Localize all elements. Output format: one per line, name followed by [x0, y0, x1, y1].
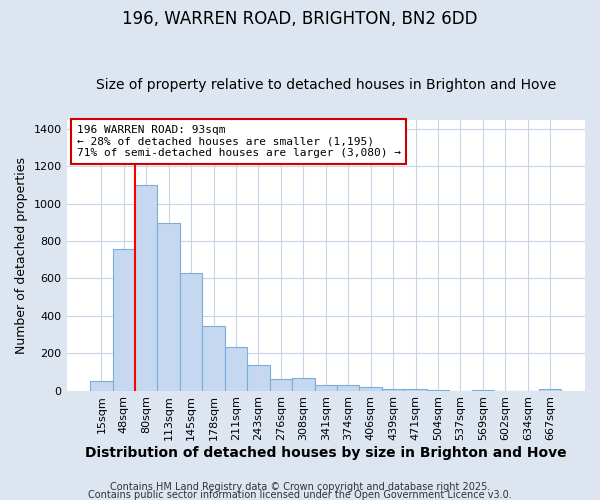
Text: 196, WARREN ROAD, BRIGHTON, BN2 6DD: 196, WARREN ROAD, BRIGHTON, BN2 6DD: [122, 10, 478, 28]
Bar: [180, 273, 202, 390]
Title: Size of property relative to detached houses in Brighton and Hove: Size of property relative to detached ho…: [95, 78, 556, 92]
Bar: [314, 384, 337, 390]
Bar: [539, 389, 562, 390]
Bar: [404, 389, 427, 390]
X-axis label: Distribution of detached houses by size in Brighton and Hove: Distribution of detached houses by size …: [85, 446, 566, 460]
Bar: [247, 366, 269, 390]
Bar: [135, 185, 157, 390]
Y-axis label: Number of detached properties: Number of detached properties: [15, 156, 28, 354]
Bar: [292, 378, 314, 390]
Bar: [225, 347, 247, 391]
Bar: [382, 388, 404, 390]
Bar: [269, 380, 292, 390]
Bar: [90, 381, 113, 390]
Bar: [157, 224, 180, 390]
Text: Contains HM Land Registry data © Crown copyright and database right 2025.: Contains HM Land Registry data © Crown c…: [110, 482, 490, 492]
Bar: [337, 386, 359, 390]
Bar: [113, 248, 135, 390]
Bar: [359, 387, 382, 390]
Text: 196 WARREN ROAD: 93sqm
← 28% of detached houses are smaller (1,195)
71% of semi-: 196 WARREN ROAD: 93sqm ← 28% of detached…: [77, 125, 401, 158]
Bar: [202, 326, 225, 390]
Text: Contains public sector information licensed under the Open Government Licence v3: Contains public sector information licen…: [88, 490, 512, 500]
